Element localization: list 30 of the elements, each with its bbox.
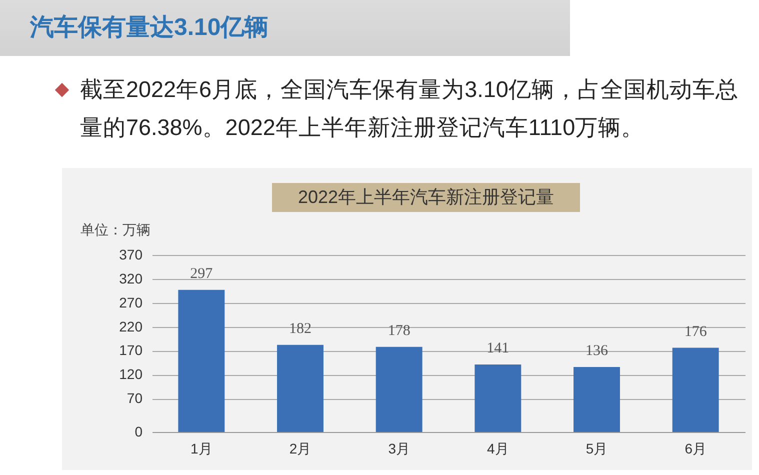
y-tick-label: 370 xyxy=(119,246,143,262)
y-tick-label: 70 xyxy=(126,390,143,406)
x-tick-label: 5月 xyxy=(586,440,608,456)
x-tick-label: 1月 xyxy=(190,440,212,456)
data-label: 136 xyxy=(586,342,608,359)
x-tick-label: 3月 xyxy=(388,440,410,456)
x-tick-label: 2月 xyxy=(289,440,312,456)
data-label: 297 xyxy=(190,266,214,282)
x-tick-label: 4月 xyxy=(487,440,509,456)
bar xyxy=(178,290,225,432)
y-tick-label: 170 xyxy=(119,342,143,358)
text: 截至2022年6月底，全国汽车保有量为3.10亿辆，占全国机动车总量的76.38%。2022年上半年新注册登记汽车1110万辆。 xyxy=(80,76,740,142)
data-label: 182 xyxy=(289,320,312,337)
y-tick-label: 0 xyxy=(134,424,143,440)
bar xyxy=(376,346,422,432)
y-tick-label: 270 xyxy=(119,294,143,310)
y-tick-label: 320 xyxy=(119,270,143,286)
data-label: 176 xyxy=(684,324,708,340)
bar xyxy=(574,366,620,432)
y-tick-label: 220 xyxy=(119,318,143,334)
text: 汽车保有量达3.10亿辆 xyxy=(30,13,269,43)
chart-title: 2022年上半年汽车新注册登记量 xyxy=(272,183,580,212)
data-label: 141 xyxy=(486,340,510,357)
data-label: 178 xyxy=(388,322,410,339)
y-tick-label: 120 xyxy=(119,366,143,382)
bar xyxy=(277,344,324,432)
bar xyxy=(474,364,522,432)
y-axis-title: 单位：万辆 xyxy=(80,222,150,238)
bar xyxy=(672,348,719,432)
x-tick-label: 6月 xyxy=(684,440,706,456)
